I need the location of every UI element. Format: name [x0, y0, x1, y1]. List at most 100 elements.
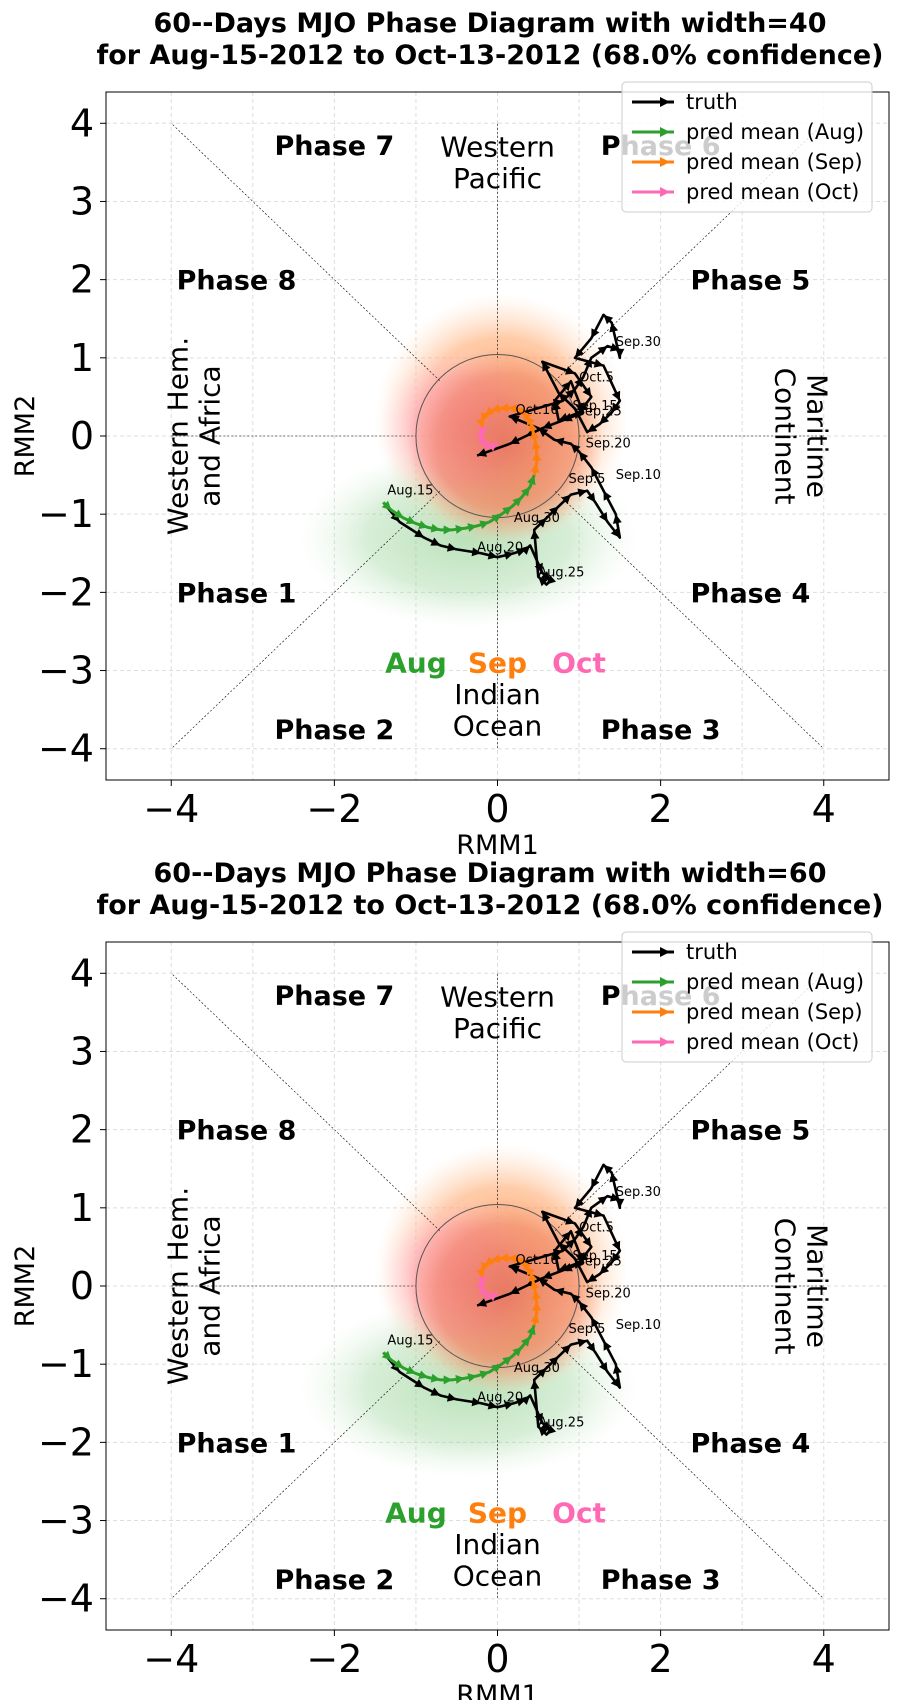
- data-point-arrow: [534, 562, 543, 573]
- data-point-arrow: [502, 506, 513, 516]
- data-point-arrow: [414, 1378, 425, 1388]
- date-label: Sep.15: [573, 399, 618, 414]
- y-tick-label: −4: [38, 1577, 94, 1621]
- data-point-arrow: [542, 1270, 553, 1280]
- data-point-arrow: [562, 1262, 573, 1272]
- data-point-arrow: [531, 439, 541, 450]
- date-label: Aug.20: [477, 1391, 523, 1406]
- legend-box: [621, 931, 873, 1063]
- data-point-arrow: [455, 1374, 465, 1384]
- y-tick-label: 3: [70, 1029, 94, 1073]
- data-point-arrow: [591, 1178, 600, 1189]
- data-point-arrow: [591, 467, 600, 478]
- data-point-arrow: [536, 1368, 547, 1378]
- date-label: Sep.5: [568, 1322, 605, 1337]
- series-aug: [381, 474, 536, 535]
- data-point-arrow: [583, 1207, 592, 1218]
- data-point-arrow: [526, 1325, 536, 1336]
- data-point-arrow: [538, 1426, 548, 1437]
- phase-label: Phase 7: [274, 131, 394, 162]
- chart-panel-2: 60--Days MJO Phase Diagram with width=60…: [10, 858, 890, 1700]
- region-label-left-line2: and Africa: [194, 365, 227, 506]
- data-point-arrow: [558, 1243, 569, 1253]
- y-tick-label: 2: [70, 258, 94, 302]
- data-point-arrow: [542, 420, 553, 430]
- date-label: Aug.25: [538, 566, 584, 581]
- data-point-arrow: [477, 1298, 488, 1307]
- phase-label: Phase 8: [177, 1116, 297, 1147]
- data-point-arrow: [561, 1231, 571, 1242]
- month-label: Aug: [385, 1497, 447, 1530]
- region-label-left-line2: and Africa: [194, 1215, 227, 1356]
- data-point-arrow: [530, 463, 540, 474]
- data-point-arrow: [530, 1313, 540, 1324]
- y-tick-label: 4: [70, 951, 94, 995]
- date-label: Oct.5: [579, 370, 614, 385]
- date-label: Aug.15: [387, 484, 433, 499]
- phase-label: Phase 4: [690, 578, 810, 609]
- region-label-right-line1: Maritime: [800, 1224, 833, 1348]
- data-point-arrow: [552, 400, 561, 411]
- data-point-arrow: [405, 515, 416, 524]
- data-point-arrow: [591, 1317, 600, 1328]
- y-tick-label: 4: [70, 101, 94, 145]
- data-point-arrow: [471, 1397, 482, 1407]
- phase-label: Phase 5: [690, 266, 810, 297]
- data-point-arrow: [579, 1301, 589, 1312]
- date-label: Sep.10: [616, 1318, 661, 1333]
- region-label-left-line1: Western Hem.: [162, 1187, 195, 1385]
- data-point-arrow: [393, 509, 404, 519]
- data-point-arrow: [455, 524, 465, 534]
- legend: truth pred mean (Aug) pred mean (Sep) pred …: [621, 931, 873, 1063]
- month-label: Aug: [385, 647, 447, 680]
- data-point-arrow: [490, 404, 501, 413]
- data-point-arrow: [530, 429, 540, 440]
- data-point-arrow: [609, 1172, 619, 1183]
- y-tick-label: 1: [70, 336, 94, 380]
- data-point-arrow: [615, 348, 625, 358]
- data-point-arrow: [564, 1216, 575, 1225]
- date-label: Oct.10: [515, 403, 558, 418]
- data-point-arrow: [509, 1285, 520, 1294]
- x-tick-label: −4: [143, 787, 199, 831]
- data-point-arrow: [565, 1239, 575, 1249]
- data-point-arrow: [467, 1373, 478, 1383]
- region-label-bottom: Ocean: [453, 1559, 543, 1592]
- x-tick-label: 0: [485, 787, 509, 831]
- date-label: Sep.15: [573, 1249, 618, 1264]
- series-truth: [382, 1163, 625, 1437]
- legend-label: pred mean (Sep): [686, 1000, 863, 1024]
- phase-label: Phase 4: [690, 1428, 810, 1459]
- legend-swatch-arrow: [660, 157, 670, 167]
- legend-label: truth: [686, 940, 738, 964]
- data-point-arrow: [570, 1293, 581, 1304]
- x-axis-label: RMM1: [456, 1680, 539, 1700]
- region-label-right-line1: Maritime: [800, 374, 833, 498]
- data-point-arrow: [552, 1250, 561, 1261]
- data-point-arrow: [565, 389, 575, 399]
- date-label: Aug.20: [477, 541, 523, 556]
- y-tick-label: −1: [38, 1342, 94, 1386]
- data-point-arrow: [586, 1342, 596, 1353]
- data-point-arrow: [509, 435, 520, 444]
- x-tick-label: −2: [306, 1637, 362, 1681]
- legend-label: pred mean (Oct): [686, 180, 859, 204]
- data-point-arrow: [570, 443, 581, 454]
- data-point-arrow: [512, 1346, 522, 1357]
- data-point-arrow: [499, 1253, 509, 1263]
- data-point-arrow: [561, 1344, 571, 1355]
- data-point-arrow: [603, 314, 614, 325]
- chart-title-line1: 60--Days MJO Phase Diagram with width=40: [154, 8, 827, 39]
- data-point-arrow: [561, 494, 571, 505]
- chart-panel-1: 60--Days MJO Phase Diagram with width=40…: [10, 8, 890, 861]
- series-oct: [475, 1276, 499, 1302]
- data-point-arrow: [520, 1336, 531, 1347]
- data-point-arrow: [612, 514, 622, 524]
- data-point-arrow: [586, 492, 596, 503]
- data-point-arrow: [536, 518, 547, 528]
- region-label-right-line2: Continent: [768, 368, 801, 505]
